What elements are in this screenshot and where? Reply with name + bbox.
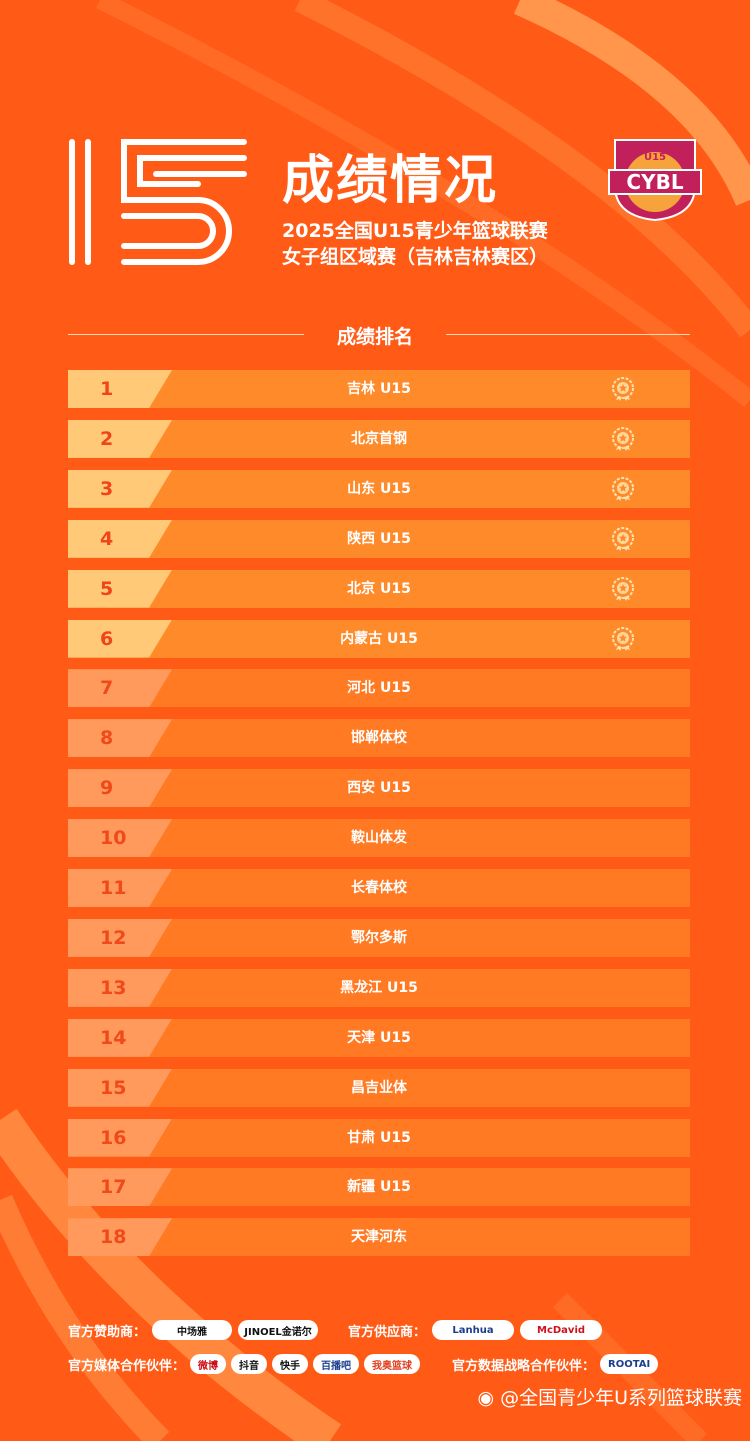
rank-number: 14 — [68, 1018, 172, 1057]
media-logo: 快手 — [272, 1354, 309, 1374]
logo-text: CYBL — [626, 170, 683, 194]
medal-icon — [612, 377, 634, 401]
ranking-row: 18 天津河东 — [68, 1218, 690, 1257]
sponsor-logo: JINOEL金诺尔 — [238, 1320, 319, 1340]
team-name: 黑龙江 U15 — [340, 979, 418, 996]
sponsor-logo: 中场雅 — [152, 1320, 233, 1340]
team-name: 北京 U15 — [347, 580, 411, 597]
team-name: 内蒙古 U15 — [340, 630, 418, 647]
ranking-row: 14 天津 U15 — [68, 1018, 690, 1057]
medal-icon — [612, 576, 634, 601]
ranking-row: 4 陕西 U15 — [68, 519, 690, 558]
ranking-row: 13 黑龙江 U15 — [68, 968, 690, 1007]
team-name: 新疆 U15 — [347, 1179, 411, 1196]
media-logo: 抖音 — [231, 1354, 268, 1374]
ranking-row: 2 北京首钢 — [68, 419, 690, 458]
team-name: 天津 U15 — [347, 1029, 411, 1046]
medal-icon — [612, 626, 634, 651]
media-logo: 百播吧 — [313, 1354, 360, 1374]
divider-right — [446, 334, 690, 335]
team-name: 鞍山体发 — [351, 830, 407, 847]
media-label: 官方媒体合作伙伴： — [68, 1358, 186, 1374]
ranking-row: 8 邯郸体校 — [68, 719, 690, 758]
page-title: 成绩情况 — [282, 151, 499, 211]
sponsor-row-2: 官方媒体合作伙伴： 微博 抖音 快手 百播吧 我奥篮球 官方数据战略合作伙伴： … — [68, 1354, 659, 1374]
team-name: 北京首钢 — [351, 430, 407, 447]
ranking-row: 11 长春体校 — [68, 869, 690, 907]
subtitle-line1: 2025全国U15青少年篮球联赛 — [282, 220, 548, 242]
team-name: 昌吉业体 — [351, 1079, 407, 1096]
rank-number: 8 — [68, 719, 172, 758]
weibo-icon: ◉ — [477, 1387, 495, 1409]
sponsor-row-1: 官方赞助商： 中场雅 JINOEL金诺尔 官方供应商： Lanhua McDav… — [68, 1320, 603, 1340]
supplier-logo: McDavid — [520, 1320, 603, 1340]
ranking-row: 10 鞍山体发 — [68, 819, 690, 858]
watermark-text: @全国青少年U系列篮球联赛 — [500, 1387, 742, 1409]
ranking-row: 12 鄂尔多斯 — [68, 918, 690, 957]
media-logo: 微博 — [190, 1354, 227, 1374]
team-name: 邯郸体校 — [351, 730, 407, 747]
ranking-row: 5 北京 U15 — [68, 569, 690, 608]
supplier-logo: Lanhua — [432, 1320, 515, 1340]
data-partner-logo: ROOTAI — [600, 1354, 659, 1374]
team-name: 河北 U15 — [347, 680, 411, 697]
ranking-row: 9 西安 U15 — [68, 769, 690, 808]
media-logo: 我奥篮球 — [364, 1354, 421, 1374]
ranking-row: 7 河北 U15 — [68, 669, 690, 708]
team-name: 吉林 U15 — [347, 381, 411, 397]
data-partner-label: 官方数据战略合作伙伴： — [452, 1358, 596, 1374]
medal-icon — [612, 426, 634, 451]
medal-icon — [612, 526, 634, 551]
logo-top-text: U15 — [644, 152, 666, 163]
team-name: 西安 U15 — [347, 780, 411, 797]
logo-15 — [69, 139, 247, 265]
team-name: 山东 U15 — [347, 480, 411, 497]
team-name: 长春体校 — [351, 880, 407, 896]
weibo-watermark: ◉ @全国青少年U系列篮球联赛 — [477, 1383, 742, 1410]
medal-icon — [612, 476, 634, 501]
ranking-row: 17 新疆 U15 — [68, 1168, 690, 1207]
team-name: 鄂尔多斯 — [351, 929, 407, 946]
ranking-row: 16 甘肃 U15 — [68, 1118, 690, 1157]
team-name: 天津河东 — [351, 1229, 407, 1246]
ranking-row: 6 内蒙古 U15 — [68, 619, 690, 658]
team-name: 甘肃 U15 — [347, 1129, 411, 1146]
sponsor-label: 官方赞助商： — [68, 1324, 147, 1340]
section-title: 成绩排名 — [336, 326, 413, 348]
team-name: 陕西 U15 — [347, 530, 411, 547]
ranking-row: 3 山东 U15 — [68, 469, 690, 508]
ranking-row: 15 昌吉业体 — [68, 1068, 690, 1107]
rank-number: 3 — [68, 469, 172, 508]
cybl-logo: CYBL U15 — [608, 139, 702, 222]
divider-left — [68, 334, 304, 335]
rank-number: 10 — [68, 819, 172, 858]
ranking-row: 1 吉林 U15 — [68, 370, 690, 408]
subtitle-line2: 女子组区域赛（吉林吉林赛区） — [282, 246, 549, 268]
supplier-label: 官方供应商： — [348, 1324, 427, 1340]
